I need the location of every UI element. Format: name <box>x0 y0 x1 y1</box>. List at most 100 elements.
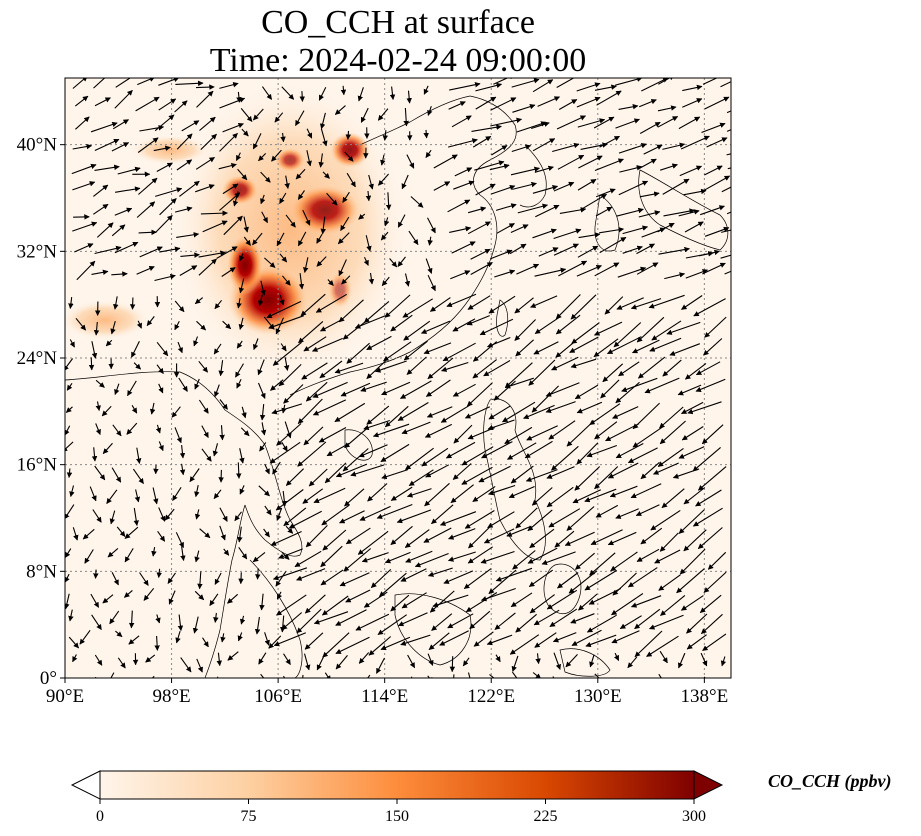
wind-arrow <box>615 443 644 459</box>
wind-arrow <box>589 403 621 426</box>
wind-arrow <box>488 405 511 420</box>
wind-arrow <box>684 362 707 380</box>
wind-arrow <box>136 201 156 218</box>
wind-arrow <box>95 401 101 412</box>
wind-arrow <box>220 633 226 643</box>
wind-arrow <box>637 356 666 379</box>
wind-arrow <box>334 105 346 115</box>
wind-arrow <box>117 166 141 175</box>
wind-arrow <box>534 267 567 277</box>
wind-arrow <box>377 108 389 121</box>
wind-arrow <box>466 315 490 326</box>
wind-arrow <box>192 616 199 634</box>
wind-arrow <box>363 256 369 266</box>
wind-arrow <box>264 632 270 646</box>
wind-arrow <box>164 508 175 521</box>
wind-arrow <box>636 243 655 255</box>
wind-arrow <box>421 447 449 467</box>
wind-arrow <box>243 236 251 246</box>
wind-arrow <box>594 84 617 91</box>
wind-arrow <box>660 594 686 616</box>
wind-arrow <box>578 155 603 169</box>
wind-arrow <box>553 243 579 256</box>
wind-arrow <box>237 168 248 181</box>
wind-arrow <box>605 423 640 442</box>
wind-arrow <box>508 485 535 499</box>
wind-arrow <box>383 341 412 362</box>
wind-arrow <box>283 384 304 404</box>
wind-arrow <box>401 421 431 435</box>
wind-arrow <box>638 99 657 108</box>
colorbar-gradient <box>99 770 695 800</box>
wind-arrow <box>410 196 424 208</box>
wind-arrow <box>209 593 219 606</box>
wind-arrow <box>692 507 723 527</box>
wind-arrow <box>258 294 264 307</box>
colorbar-max-extend <box>693 770 724 800</box>
wind-arrow <box>136 320 142 329</box>
wind-arrow <box>479 318 514 336</box>
wind-arrow <box>304 632 324 650</box>
wind-arrow <box>448 101 466 110</box>
wind-arrow <box>139 246 163 258</box>
wind-arrow <box>630 298 662 310</box>
wind-arrow <box>574 552 595 570</box>
wind-arrow <box>109 510 116 525</box>
wind-arrow <box>702 262 726 275</box>
wind-arrow <box>599 135 620 148</box>
wind-arrow <box>617 266 647 278</box>
wind-arrow <box>427 653 434 666</box>
wind-arrow <box>138 177 158 195</box>
wind-arrow <box>613 652 620 661</box>
wind-arrow <box>658 246 690 255</box>
wind-arrow <box>194 378 200 390</box>
wind-arrow <box>114 241 139 254</box>
wind-arrow <box>702 78 726 85</box>
wind-arrow <box>171 406 181 418</box>
wind-arrow <box>385 192 392 211</box>
wind-arrow <box>549 608 578 628</box>
wind-arrow <box>102 442 113 455</box>
map-frame <box>64 77 732 679</box>
wind-arrow <box>116 526 126 537</box>
wind-arrow <box>622 245 643 254</box>
wind-arrow <box>382 130 389 141</box>
wind-arrow <box>196 90 214 108</box>
wind-arrow <box>158 441 164 452</box>
wind-arrow <box>556 115 586 130</box>
wind-arrow <box>180 657 192 673</box>
wind-arrow <box>615 78 643 86</box>
wind-arrow <box>681 426 704 441</box>
wind-arrow <box>279 192 287 204</box>
wind-arrow <box>199 528 211 539</box>
wind-arrow <box>720 656 727 667</box>
wind-arrow <box>195 184 215 193</box>
wind-arrow <box>92 203 109 215</box>
wind-arrow <box>288 510 322 529</box>
wind-arrow <box>154 273 176 282</box>
lon-tick-label: 122°E <box>467 686 515 707</box>
wind-arrow <box>699 249 720 257</box>
wind-arrow <box>355 613 390 631</box>
wind-arrow <box>213 489 222 500</box>
wind-arrow <box>131 405 138 414</box>
wind-arrow <box>390 594 410 612</box>
wind-arrow <box>105 339 113 347</box>
wind-arrow <box>278 364 302 387</box>
wind-arrow <box>236 340 243 349</box>
colorbar: 0 75 150 225 300 <box>70 770 724 825</box>
wind-arrow <box>102 594 114 604</box>
wind-arrow <box>198 360 209 373</box>
wind-arrow <box>636 262 659 275</box>
wind-arrow <box>275 571 287 587</box>
wind-arrow <box>358 213 366 220</box>
wind-arrow <box>346 680 349 691</box>
wind-arrow <box>337 232 350 245</box>
wind-arrow <box>201 425 209 438</box>
wind-arrow <box>414 552 449 568</box>
wind-arrow <box>376 503 413 519</box>
wind-arrow <box>94 97 111 107</box>
wind-arrow <box>515 507 538 529</box>
wind-arrow <box>558 260 588 277</box>
wind-arrow <box>312 399 347 416</box>
